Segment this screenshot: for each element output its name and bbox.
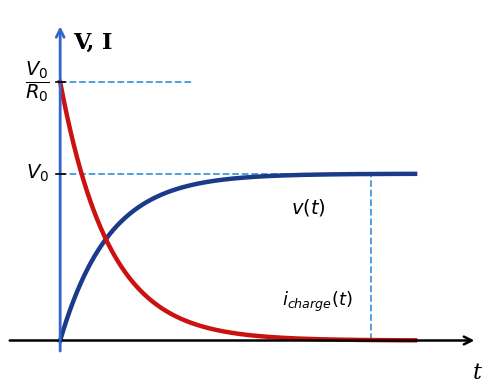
Text: $\dfrac{V_0}{R_0}$: $\dfrac{V_0}{R_0}$ xyxy=(25,60,49,105)
Text: $i_{charge}(t)$: $i_{charge}(t)$ xyxy=(282,290,352,314)
Text: t: t xyxy=(473,362,482,384)
Text: $v(t)$: $v(t)$ xyxy=(291,197,325,218)
Text: $V_0$: $V_0$ xyxy=(27,163,49,184)
Text: V, I: V, I xyxy=(73,32,113,54)
